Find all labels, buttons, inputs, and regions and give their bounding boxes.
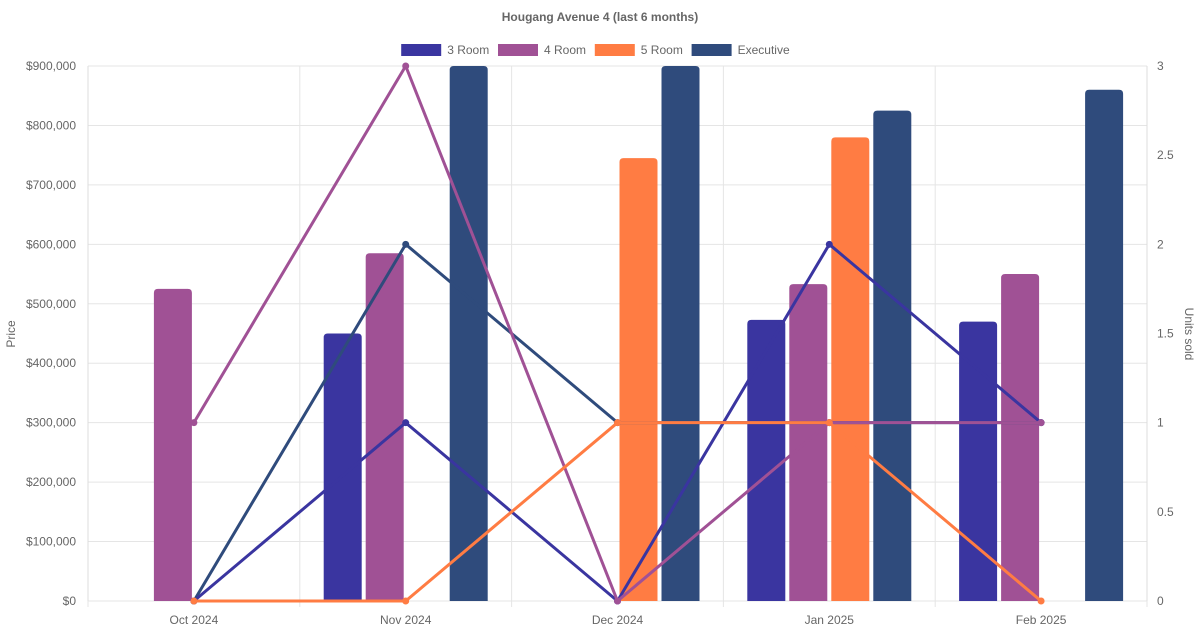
y2-tick-label: 2 <box>1157 237 1164 251</box>
legend: 3 Room 4 Room 5 Room Executive <box>401 43 790 57</box>
line-point[interactable] <box>190 419 198 427</box>
units-lines <box>190 62 1045 605</box>
legend-item-executive[interactable]: Executive <box>691 43 790 57</box>
y2-tick-label: 0 <box>1157 594 1164 608</box>
legend-item-5-room[interactable]: 5 Room <box>594 43 683 57</box>
legend-label: 5 Room <box>641 43 683 57</box>
y-tick-label: $900,000 <box>26 59 76 73</box>
legend-swatch <box>594 44 635 56</box>
y2-tick-label: 1 <box>1157 416 1164 430</box>
chart-title: Hougang Avenue 4 (last 6 months) <box>502 10 698 24</box>
legend-label: 4 Room <box>544 43 586 57</box>
line-point[interactable] <box>402 240 410 248</box>
y2-tick-label: 0.5 <box>1157 505 1174 519</box>
y-tick-label: $800,000 <box>26 118 76 132</box>
line-point[interactable] <box>825 240 833 248</box>
bar-executive[interactable] <box>1085 89 1124 602</box>
bar-3-room[interactable] <box>747 319 786 601</box>
x-tick-label: Jan 2025 <box>805 613 855 627</box>
y2-tick-label: 2.5 <box>1157 148 1174 162</box>
line-point[interactable] <box>402 62 410 70</box>
x-tick-label: Nov 2024 <box>380 613 432 627</box>
bar-executive[interactable] <box>449 66 488 601</box>
line-point[interactable] <box>1037 419 1045 427</box>
bar-5-room[interactable] <box>831 137 870 602</box>
y-tick-label: $600,000 <box>26 237 76 251</box>
y-tick-label: $200,000 <box>26 475 76 489</box>
y-tick-label: $400,000 <box>26 356 76 370</box>
y-tick-label: $700,000 <box>26 178 76 192</box>
legend-label: 3 Room <box>447 43 489 57</box>
line-point[interactable] <box>402 419 410 427</box>
y-axis-label: Price <box>4 320 18 348</box>
y2-axis-label: Units sold <box>1182 308 1196 361</box>
line-point[interactable] <box>1037 597 1045 605</box>
axes: $0 $100,000 $200,000 $300,000 $400,000 $500,0… <box>26 59 1174 627</box>
line-point[interactable] <box>614 597 621 605</box>
line-4-room <box>192 62 1042 604</box>
legend-item-3-room[interactable]: 3 Room <box>401 43 489 57</box>
legend-item-4-room[interactable]: 4 Room <box>498 43 586 57</box>
y-tick-label: $300,000 <box>26 416 76 430</box>
y-tick-label: $500,000 <box>26 297 76 311</box>
line-point[interactable] <box>190 597 198 605</box>
y2-tick-label: 3 <box>1157 59 1164 73</box>
bar-4-room[interactable] <box>789 284 828 601</box>
bar-3-room[interactable] <box>323 333 362 602</box>
bar-executive[interactable] <box>873 110 912 601</box>
line-5-room <box>193 421 1043 603</box>
legend-swatch <box>691 44 732 56</box>
legend-swatch <box>498 44 538 56</box>
bar-4-room[interactable] <box>1001 274 1040 601</box>
bar-4-room[interactable] <box>153 288 192 601</box>
x-tick-label: Feb 2025 <box>1016 613 1067 627</box>
line-point[interactable] <box>825 419 833 427</box>
line-point[interactable] <box>614 419 621 427</box>
x-tick-label: Dec 2024 <box>592 613 644 627</box>
x-tick-label: Oct 2024 <box>170 613 219 627</box>
bar-3-room[interactable] <box>959 321 998 601</box>
legend-swatch <box>401 44 442 56</box>
y-tick-label: $100,000 <box>26 535 76 549</box>
bar-4-room[interactable] <box>365 253 404 601</box>
legend-label: Executive <box>738 43 790 57</box>
bar-executive[interactable] <box>661 66 700 601</box>
price-bars <box>153 66 1124 602</box>
bar-5-room[interactable] <box>619 158 658 601</box>
line-point[interactable] <box>402 597 410 605</box>
y2-tick-label: 1.5 <box>1157 327 1174 341</box>
y-tick-label: $0 <box>63 594 77 608</box>
